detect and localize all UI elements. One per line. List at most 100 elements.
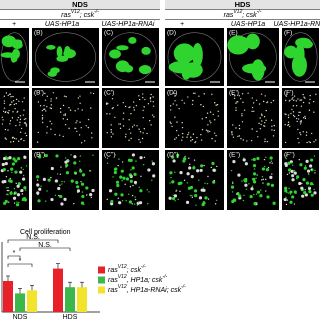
merge-dot xyxy=(202,187,205,189)
merge-dot xyxy=(262,178,264,181)
merge-dot xyxy=(286,173,289,176)
marker-dot xyxy=(181,139,183,141)
marker-dot xyxy=(295,117,298,120)
merge-dot xyxy=(61,183,63,185)
marker-dot xyxy=(138,128,140,130)
marker-dot xyxy=(149,120,151,122)
marker-dot xyxy=(149,96,152,99)
merge-dot xyxy=(230,169,233,172)
marker-dot xyxy=(304,97,306,99)
marker-dot xyxy=(297,118,300,120)
marker-dot xyxy=(37,131,40,134)
merge-dot xyxy=(17,157,21,161)
merge-dot xyxy=(188,166,192,170)
merge-dot xyxy=(171,155,175,159)
merge-dot xyxy=(19,170,23,174)
gfp-blob xyxy=(63,48,76,59)
merge-dot xyxy=(291,195,295,199)
marker-dot xyxy=(259,117,261,119)
group-header: NDS xyxy=(72,0,88,9)
marker-dot xyxy=(188,132,190,134)
marker-dot xyxy=(212,113,214,116)
marker-dot xyxy=(247,92,249,94)
merge-dot xyxy=(70,154,72,156)
marker-dot xyxy=(7,111,9,114)
marker-dot xyxy=(62,104,65,107)
merge-dot xyxy=(59,173,62,175)
marker-dot xyxy=(133,109,136,111)
marker-dot xyxy=(1,123,4,125)
merge-dot xyxy=(79,168,81,171)
gfp-blob xyxy=(128,37,137,44)
merge-dot xyxy=(152,174,156,178)
merge-dot xyxy=(174,171,176,173)
merge-dot xyxy=(171,180,175,184)
marker-dot xyxy=(201,128,204,131)
marker-dot xyxy=(50,100,52,102)
marker-dot xyxy=(207,124,209,126)
marker-dot xyxy=(238,135,241,137)
marker-dot xyxy=(112,133,114,135)
marker-dot xyxy=(235,107,237,109)
merge-dot xyxy=(8,201,10,203)
marker-dot xyxy=(74,110,76,112)
marker-dot xyxy=(2,110,5,113)
merge-dot xyxy=(270,183,275,187)
marker-dot xyxy=(271,129,273,131)
merge-dot xyxy=(287,192,290,194)
marker-dot xyxy=(305,134,308,136)
marker-dot xyxy=(109,113,111,115)
marker-dot xyxy=(124,105,127,108)
column-label: + xyxy=(180,21,184,28)
merge-dot xyxy=(139,156,143,160)
genotype-part: ras xyxy=(224,12,234,19)
marker-dot xyxy=(23,97,25,99)
panel-label: (F') xyxy=(284,90,294,97)
marker-dot xyxy=(49,107,51,109)
marker-dot xyxy=(50,128,52,130)
gfp-blob xyxy=(115,60,130,73)
merge-dot xyxy=(119,175,123,179)
merge-dot xyxy=(85,186,89,190)
tissue-outline xyxy=(1,32,28,82)
merge-dot xyxy=(206,182,209,185)
marker-dot xyxy=(110,124,112,126)
merge-dot xyxy=(306,193,308,195)
merge-dot xyxy=(44,154,48,158)
marker-dot xyxy=(198,95,200,97)
tissue-outline xyxy=(167,32,222,82)
image-panel xyxy=(282,150,319,210)
merge-dot xyxy=(251,185,254,188)
merge-dot xyxy=(200,164,204,168)
merge-dot xyxy=(212,180,216,184)
marker-dot xyxy=(211,93,213,96)
merge-dot xyxy=(22,174,25,177)
merge-dot xyxy=(92,154,94,156)
merge-dot xyxy=(176,153,180,157)
marker-dot xyxy=(309,94,311,97)
merge-dot xyxy=(272,201,276,205)
marker-dot xyxy=(187,96,189,98)
marker-dot xyxy=(78,134,81,136)
marker-dot xyxy=(5,92,8,94)
merge-dot xyxy=(265,156,267,159)
merge-dot xyxy=(54,194,57,197)
merge-dot xyxy=(36,191,40,195)
marker-dot xyxy=(207,131,209,133)
merge-dot xyxy=(3,201,7,205)
marker-dot xyxy=(264,140,266,143)
marker-dot xyxy=(52,92,55,94)
merge-dot xyxy=(81,194,85,199)
marker-dot xyxy=(243,109,246,111)
marker-dot xyxy=(3,100,6,102)
marker-dot xyxy=(142,96,144,99)
merge-dot xyxy=(130,169,132,171)
marker-dot xyxy=(12,140,15,143)
gfp-blob xyxy=(242,63,267,74)
marker-dot xyxy=(147,103,150,105)
merge-dot xyxy=(46,190,48,192)
marker-dot xyxy=(24,118,27,120)
marker-dot xyxy=(295,100,297,102)
marker-dot xyxy=(251,97,254,99)
bar xyxy=(27,290,37,312)
